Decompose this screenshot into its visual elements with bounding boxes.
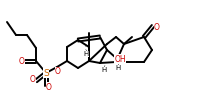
Text: O: O	[154, 22, 160, 31]
Text: O: O	[55, 68, 61, 77]
Text: Ḣ: Ḣ	[101, 67, 107, 73]
Text: O: O	[30, 75, 36, 84]
Text: O: O	[46, 82, 52, 91]
Text: O: O	[19, 57, 25, 66]
Text: OH: OH	[114, 54, 126, 63]
Text: ⁚: ⁚	[104, 63, 105, 68]
Text: ⁚: ⁚	[85, 47, 86, 52]
Text: Ḣ: Ḣ	[115, 65, 121, 71]
Text: Ḣ: Ḣ	[83, 51, 89, 57]
Text: S: S	[43, 68, 49, 77]
